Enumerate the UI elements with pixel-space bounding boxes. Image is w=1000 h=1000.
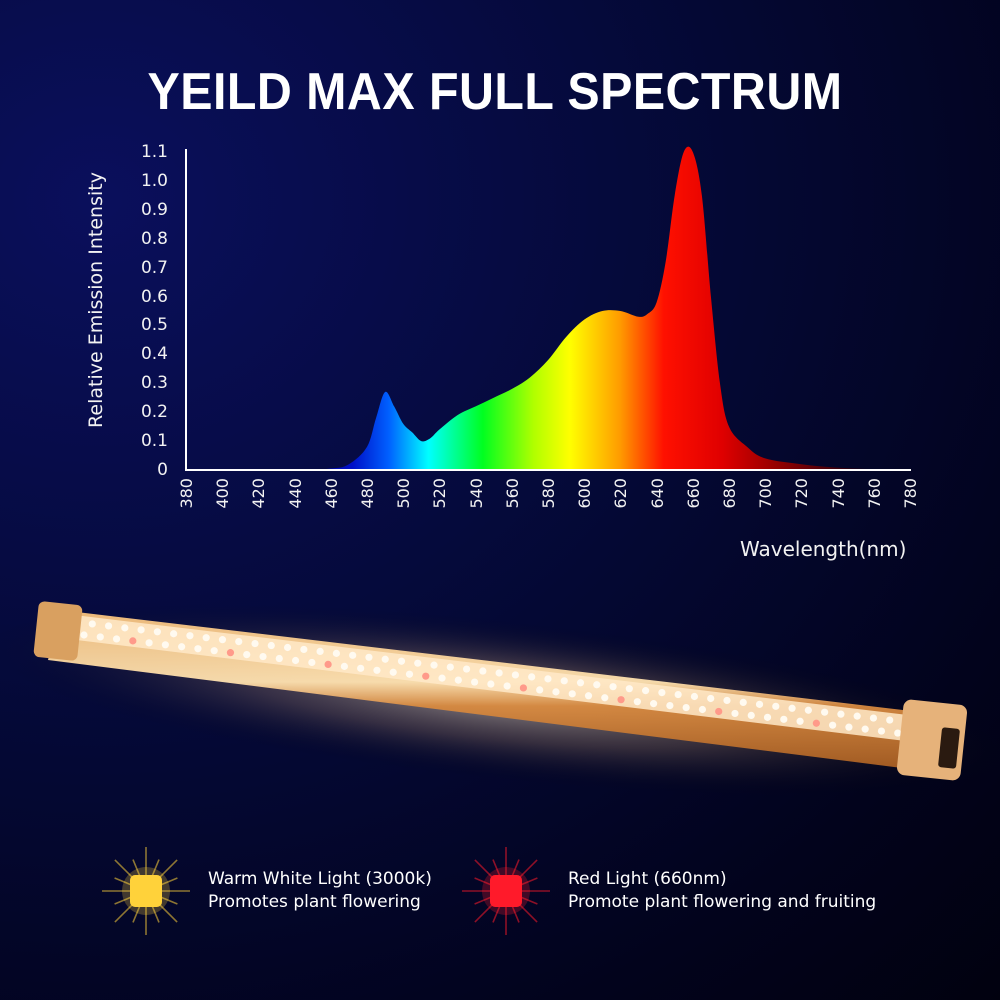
y-tick-label: 0.7 xyxy=(140,257,168,278)
led-grow-light-bar xyxy=(0,601,1000,797)
y-tick-label: 1.1 xyxy=(140,142,168,162)
legend-title: Warm White Light (3000k) xyxy=(208,869,432,889)
y-tick-label: 0.2 xyxy=(140,402,168,423)
y-tick-label: 0.9 xyxy=(140,199,168,220)
legend-item-red: Red Light (660nm) Promote plant flowerin… xyxy=(462,845,877,937)
red-led-icon xyxy=(462,847,550,935)
legend-item-warm-white: Warm White Light (3000k) Promotes plant … xyxy=(102,845,432,937)
legend-desc: Promotes plant flowering xyxy=(208,892,421,912)
warm-white-led-icon xyxy=(102,847,190,935)
legend-title: Red Light (660nm) xyxy=(568,869,727,889)
y-tick-label: 0.4 xyxy=(140,344,168,365)
y-tick-label: 0.6 xyxy=(140,286,168,307)
y-tick-label: 0.3 xyxy=(140,373,168,394)
page-title: YEILD MAX FULL SPECTRUM xyxy=(147,63,843,121)
y-tick-label: 0 xyxy=(157,460,168,480)
legend-desc: Promote plant flowering and fruiting xyxy=(568,892,877,912)
x-axis-label: Wavelength(nm) xyxy=(740,537,907,561)
spectrum-area xyxy=(186,146,910,471)
y-tick-label: 0.8 xyxy=(140,228,168,249)
y-tick-label: 1.0 xyxy=(140,170,168,191)
y-tick-label: 0.1 xyxy=(140,431,168,452)
y-tick-label: 0.5 xyxy=(140,315,168,336)
left-end-cap xyxy=(33,601,83,661)
